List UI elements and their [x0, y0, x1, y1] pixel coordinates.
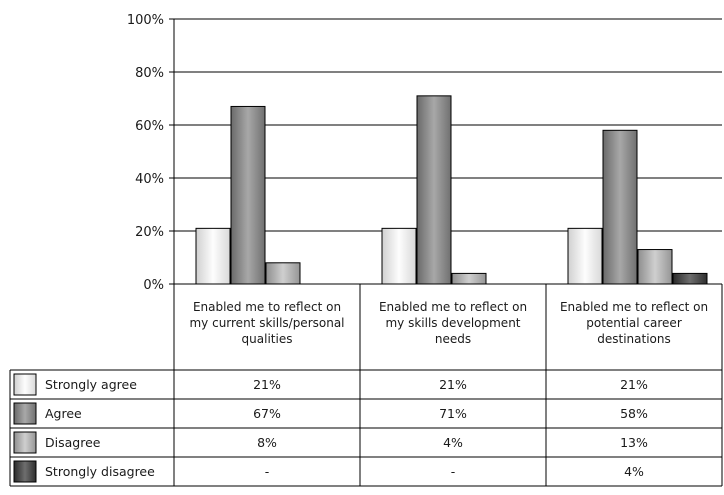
legend-label: Agree	[45, 406, 82, 421]
y-tick-labels: 0% 20% 40% 60% 80% 100%	[127, 13, 164, 293]
data-label: -	[451, 464, 456, 479]
data-table: Enabled me to reflect on my current skill…	[9, 284, 723, 487]
y-tick-label: 80%	[135, 66, 164, 81]
category-label: Enabled me to reflect on	[560, 300, 708, 314]
category-label: destinations	[597, 332, 671, 346]
category-label: needs	[435, 332, 471, 346]
bar	[672, 272, 708, 285]
legend-label: Strongly agree	[45, 377, 137, 392]
bar	[381, 227, 417, 285]
data-label: -	[265, 464, 270, 479]
data-label: 4%	[443, 435, 463, 450]
category-label: qualities	[242, 332, 293, 346]
legend-swatch	[13, 402, 37, 425]
data-label: 71%	[439, 406, 467, 421]
legend-label: Strongly disagree	[45, 464, 155, 479]
bar	[265, 262, 301, 285]
y-tick-label: 100%	[127, 13, 164, 28]
category-label: Enabled me to reflect on	[193, 300, 341, 314]
category-label: potential career	[586, 316, 682, 330]
category-label: my skills development	[385, 316, 520, 330]
legend-swatch	[13, 373, 37, 396]
y-tick-label: 40%	[135, 172, 164, 187]
bar-series	[195, 95, 708, 285]
y-tick-label: 60%	[135, 119, 164, 134]
legend-swatch	[13, 431, 37, 454]
data-label: 21%	[439, 377, 467, 392]
bar	[451, 272, 487, 285]
data-label: 4%	[624, 464, 644, 479]
bar	[230, 105, 266, 285]
bar	[416, 95, 452, 285]
y-tick-label: 0%	[143, 278, 164, 293]
axes	[169, 18, 722, 285]
legend-label: Disagree	[45, 435, 101, 450]
y-tick-label: 20%	[135, 225, 164, 240]
data-label: 21%	[620, 377, 648, 392]
data-label: 8%	[257, 435, 277, 450]
bar	[567, 227, 603, 285]
bar	[637, 249, 673, 285]
legend-swatch	[13, 460, 37, 483]
data-label: 58%	[620, 406, 648, 421]
data-label: 67%	[253, 406, 281, 421]
data-label: 13%	[620, 435, 648, 450]
bar	[602, 129, 638, 285]
data-label: 21%	[253, 377, 281, 392]
category-label: my current skills/personal	[189, 316, 344, 330]
category-label: Enabled me to reflect on	[379, 300, 527, 314]
bar	[195, 227, 231, 285]
